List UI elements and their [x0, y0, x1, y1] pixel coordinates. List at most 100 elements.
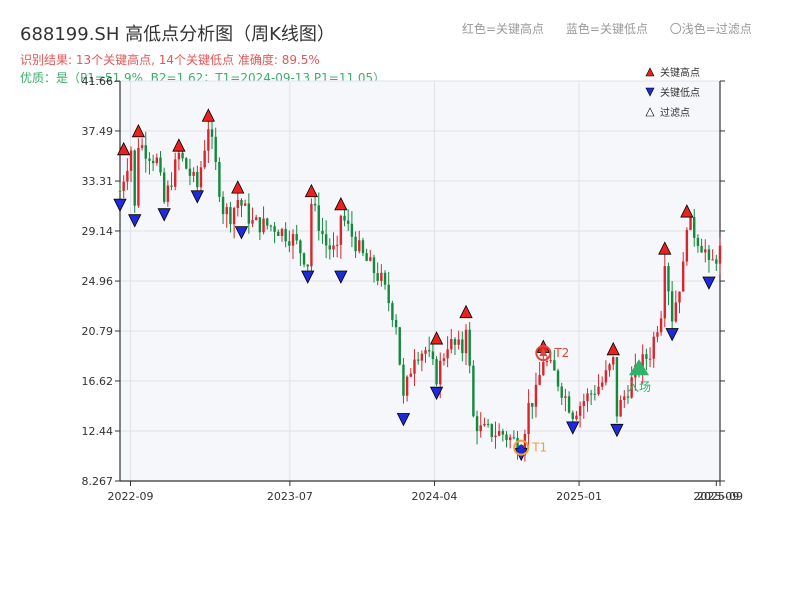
candle-body — [269, 225, 273, 227]
key-low-marker — [234, 226, 249, 240]
candle-body — [523, 433, 527, 456]
candle-body — [472, 365, 475, 417]
candle-body — [258, 217, 262, 233]
key-low-marker — [334, 270, 348, 284]
candle-body — [280, 229, 284, 237]
candle-body — [273, 226, 276, 232]
candle-body — [497, 431, 501, 436]
candle-body — [196, 171, 199, 188]
candle-body — [593, 393, 597, 395]
candle-body — [188, 168, 192, 176]
candle-body — [225, 207, 228, 215]
x-tick-label: 2023-07 — [267, 490, 313, 503]
key-high-marker — [172, 138, 186, 152]
candle-body — [177, 152, 181, 160]
candle-body — [372, 257, 376, 274]
x-tick-label: 2025-09 — [693, 490, 739, 503]
candle-body — [435, 359, 438, 385]
legend-blue-low: 蓝色=关键低点 — [565, 22, 648, 36]
candle-body — [453, 339, 457, 345]
candle-body — [302, 253, 306, 265]
candle-body — [464, 329, 468, 354]
t2-label: T2 — [553, 346, 569, 360]
t1-label: T1 — [531, 441, 547, 455]
candle-body — [361, 240, 365, 254]
candle-body — [324, 234, 328, 246]
candle-body — [236, 199, 239, 209]
candle-body — [328, 245, 332, 250]
candle-body — [299, 240, 302, 254]
entry-label: 入场 — [627, 380, 651, 394]
candle-body — [707, 249, 711, 260]
key-high-marker — [606, 341, 620, 356]
candle-body — [306, 264, 309, 267]
candle-body — [243, 203, 247, 206]
candle-body — [556, 370, 560, 387]
candle-body — [571, 412, 574, 420]
candle-body — [670, 291, 674, 322]
candle-body — [181, 152, 184, 159]
entry-marker — [629, 359, 650, 376]
key-high-marker — [658, 241, 672, 255]
candle-body — [347, 220, 350, 224]
key-low-marker — [429, 386, 444, 401]
candle-body — [170, 185, 173, 187]
candle-body — [332, 245, 335, 250]
key-high-marker — [131, 123, 146, 138]
candle-body — [527, 403, 530, 434]
candle-body — [674, 302, 678, 322]
candle-body — [549, 360, 552, 362]
candle-body — [439, 360, 442, 385]
candle-body — [122, 181, 125, 191]
y-tick-label: 33.31 — [82, 175, 114, 188]
x-tick-label: 2025-01 — [556, 490, 602, 503]
candle-body — [210, 129, 214, 137]
candle-body — [450, 339, 453, 350]
candle-body — [413, 359, 416, 374]
candle-body — [295, 234, 298, 241]
candle-body — [207, 129, 210, 151]
key-high-marker — [231, 180, 245, 194]
candle-body — [126, 170, 129, 182]
candle-body — [567, 396, 571, 413]
candle-body — [398, 327, 401, 365]
candle-body — [148, 158, 151, 161]
candle-body — [578, 406, 582, 416]
candle-body — [129, 150, 133, 171]
candle-body — [689, 217, 692, 230]
candle-body — [560, 386, 563, 398]
y-tick-label: 12.44 — [82, 425, 114, 438]
candle-body — [185, 158, 188, 169]
candle-body — [394, 319, 398, 328]
legend-filtered-icon — [645, 107, 655, 117]
candle-body — [383, 272, 387, 285]
candle-body — [612, 357, 615, 365]
candle-body — [284, 229, 287, 242]
key-high-marker — [680, 204, 694, 218]
candle-body — [553, 360, 556, 371]
legend-high-icon — [645, 67, 655, 77]
candle-body — [151, 160, 155, 164]
candle-body — [678, 291, 681, 303]
candle-body — [428, 350, 431, 352]
candle-body — [218, 162, 221, 197]
key-high-marker — [459, 304, 473, 319]
candle-body — [446, 349, 449, 359]
candle-body — [663, 266, 666, 319]
candle-body — [681, 261, 685, 292]
candle-body — [564, 396, 567, 398]
candle-body — [354, 236, 357, 252]
candle-body — [652, 336, 655, 359]
key-low-marker — [301, 270, 315, 284]
legend-red-high: 红色=关键高点 — [462, 22, 545, 36]
key-low-marker — [702, 276, 716, 290]
candle-body — [343, 215, 346, 221]
candle-body — [387, 284, 390, 304]
candle-body — [369, 257, 372, 261]
candle-body — [516, 437, 519, 454]
candle-body — [479, 425, 482, 432]
candle-body — [483, 423, 486, 426]
candle-body — [288, 241, 291, 246]
candle-body — [335, 244, 339, 246]
candle-body — [468, 329, 471, 366]
